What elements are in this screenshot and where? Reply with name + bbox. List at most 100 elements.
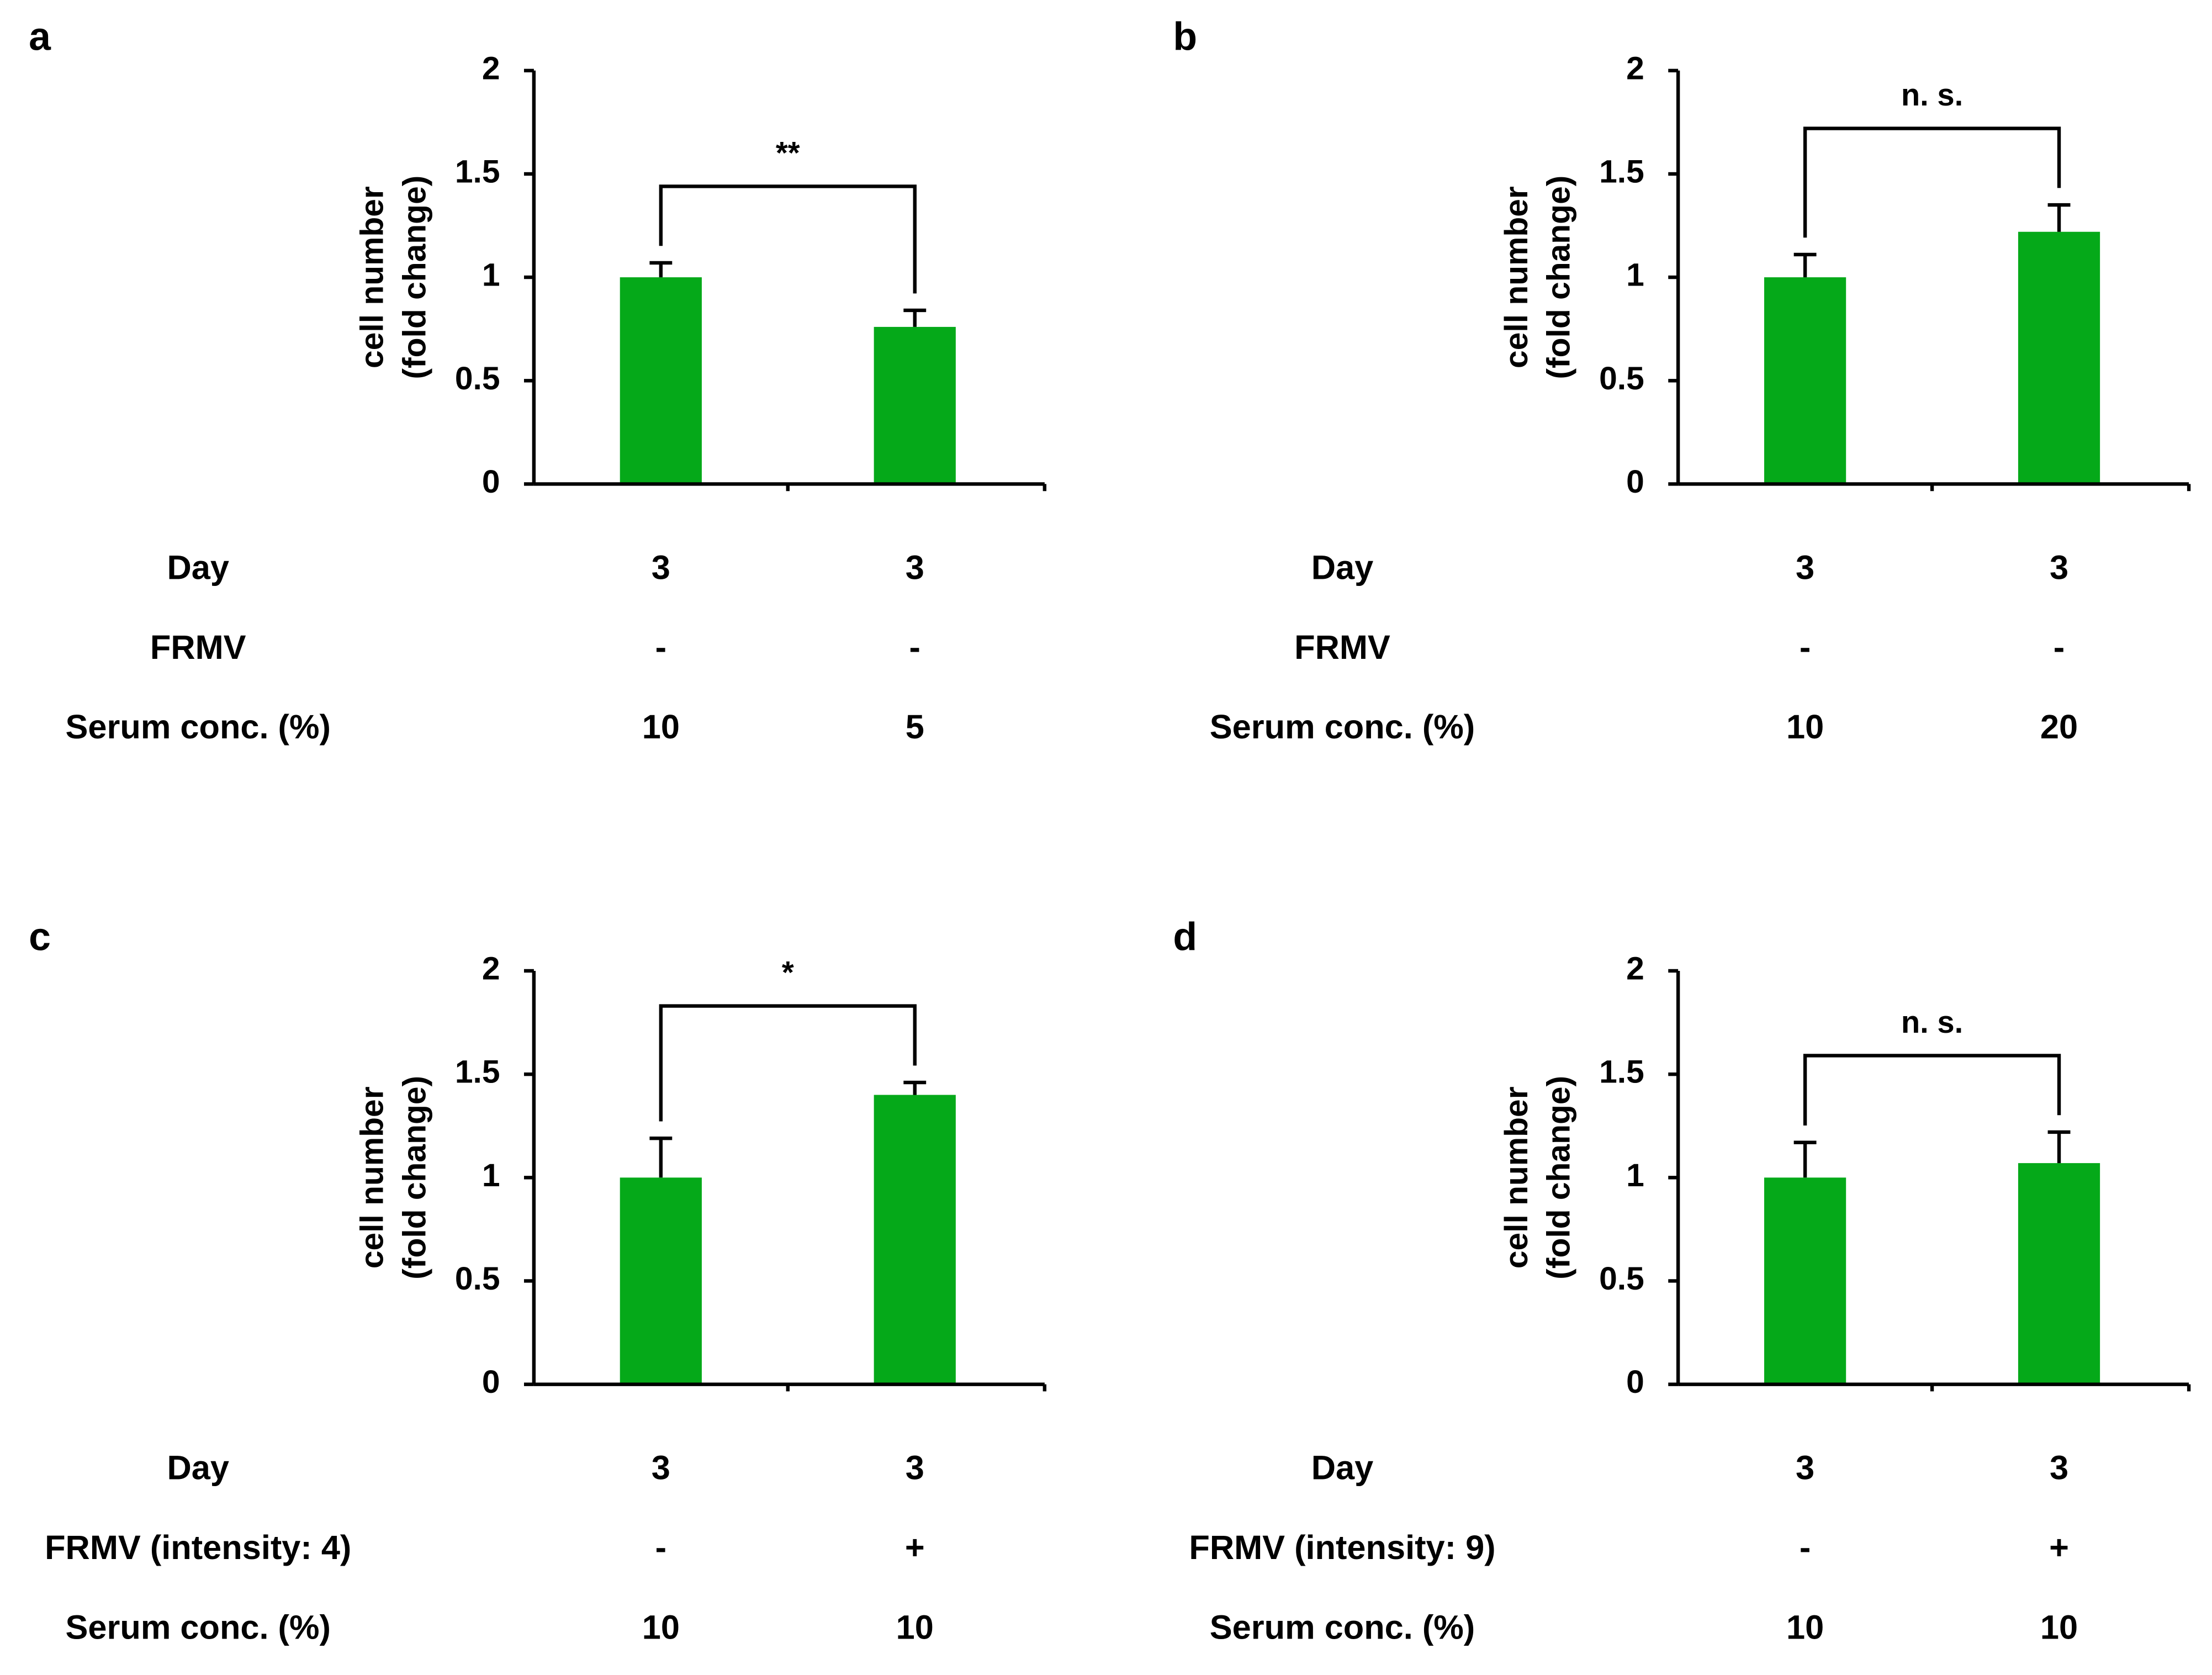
y-axis-label: cell number xyxy=(1499,186,1534,368)
significance-bracket xyxy=(1803,1054,2061,1126)
y-tick-label: 0 xyxy=(1626,464,1644,500)
error-bar xyxy=(903,1080,927,1095)
row-value: 10 xyxy=(642,1608,680,1646)
row-label: Day xyxy=(167,1449,229,1487)
row-value: 10 xyxy=(642,707,680,746)
y-tick-label: 2 xyxy=(1626,50,1644,86)
y-tick-label: 2 xyxy=(482,50,500,86)
significance-label: * xyxy=(782,955,794,990)
row-value: 5 xyxy=(906,707,924,746)
y-axis-label: (fold change) xyxy=(1541,176,1577,379)
error-bar xyxy=(903,308,927,327)
x-axis xyxy=(533,1382,1047,1392)
panel-label: b xyxy=(1173,14,1197,59)
row-value: - xyxy=(1800,1528,1811,1566)
row-value: + xyxy=(905,1528,925,1566)
y-tick-label: 0 xyxy=(482,1364,500,1400)
row-label: Serum conc. (%) xyxy=(66,1608,331,1646)
y-tick-label: 1 xyxy=(1626,257,1644,293)
row-value: - xyxy=(1800,628,1811,666)
row-value: 10 xyxy=(1786,1608,1824,1646)
row-label: Serum conc. (%) xyxy=(1210,707,1475,746)
significance-label: n. s. xyxy=(1901,77,1963,112)
y-tick-label: 0.5 xyxy=(455,1261,500,1297)
row-value: - xyxy=(655,1528,666,1566)
row-value: 20 xyxy=(2040,707,2078,746)
error-bar xyxy=(2047,1130,2071,1164)
bar xyxy=(1764,277,1846,484)
row-label: Day xyxy=(1311,548,1373,586)
error-bar xyxy=(1793,1140,1817,1178)
row-value: 3 xyxy=(906,1449,924,1487)
significance-label: ** xyxy=(776,135,800,170)
bar xyxy=(620,1177,702,1385)
row-value: 3 xyxy=(1796,548,1814,586)
error-bar xyxy=(1793,252,1817,278)
row-value: + xyxy=(2049,1528,2069,1566)
y-tick-label: 1.5 xyxy=(1599,1054,1644,1090)
y-tick-label: 2 xyxy=(482,950,500,986)
bar xyxy=(874,1095,956,1385)
y-axis-label: cell number xyxy=(354,186,390,368)
row-value: - xyxy=(655,628,666,666)
error-bar xyxy=(2047,203,2071,232)
row-label: FRMV xyxy=(150,628,246,666)
error-bar xyxy=(649,1136,673,1178)
y-tick-label: 1 xyxy=(1626,1158,1644,1193)
bar xyxy=(1764,1177,1846,1385)
y-tick-label: 1.5 xyxy=(455,154,500,189)
y-tick-label: 1 xyxy=(482,1158,500,1193)
row-label: FRMV (intensity: 4) xyxy=(45,1528,351,1566)
y-tick-label: 1 xyxy=(482,257,500,293)
panel: a cell number (fold change) 0 0.5 1 1.5 2 ** Day 3… xyxy=(29,14,1047,746)
y-axis-label: (fold change) xyxy=(1541,1076,1577,1280)
significance-bracket xyxy=(659,184,917,294)
row-value: 10 xyxy=(896,1608,934,1646)
row-value: - xyxy=(2054,628,2065,666)
bar xyxy=(620,277,702,484)
row-label: Day xyxy=(1311,1449,1373,1487)
bar xyxy=(2018,231,2100,484)
y-tick-label: 2 xyxy=(1626,950,1644,986)
y-tick-label: 0.5 xyxy=(1599,361,1644,397)
y-axis-label: cell number xyxy=(354,1086,390,1269)
significance-label: n. s. xyxy=(1901,1005,1963,1039)
row-value: 3 xyxy=(2050,1449,2068,1487)
y-tick-label: 0 xyxy=(1626,1364,1644,1400)
row-label: FRMV xyxy=(1294,628,1390,666)
bar xyxy=(2018,1163,2100,1385)
panel-label: d xyxy=(1173,915,1197,959)
significance-bracket xyxy=(1803,126,2061,238)
bar xyxy=(874,326,956,484)
y-tick-label: 0.5 xyxy=(1599,1261,1644,1297)
row-label: Serum conc. (%) xyxy=(1210,1608,1475,1646)
x-axis xyxy=(533,482,1047,492)
row-value: 3 xyxy=(652,1449,670,1487)
row-value: 3 xyxy=(906,548,924,586)
y-tick-label: 1.5 xyxy=(455,1054,500,1090)
row-value: 10 xyxy=(2040,1608,2078,1646)
panel: d cell number (fold change) 0 0.5 1 1.5 2 n. s. D… xyxy=(1173,915,2191,1646)
panel: c cell number (fold change) 0 0.5 1 1.5 2 * Day 3 3… xyxy=(29,915,1047,1646)
row-value: - xyxy=(909,628,920,666)
y-axis-label: cell number xyxy=(1499,1086,1534,1269)
y-tick-label: 0.5 xyxy=(455,361,500,397)
row-value: 3 xyxy=(2050,548,2068,586)
y-tick-label: 1.5 xyxy=(1599,154,1644,189)
x-axis xyxy=(1678,482,2191,492)
y-axis-label: (fold change) xyxy=(396,1076,432,1280)
row-label: FRMV (intensity: 9) xyxy=(1189,1528,1495,1566)
row-label: Day xyxy=(167,548,229,586)
panel-label: c xyxy=(29,915,51,959)
x-axis xyxy=(1678,1382,2191,1392)
panel: b cell number (fold change) 0 0.5 1 1.5 2 n. s. D… xyxy=(1173,14,2191,746)
row-label: Serum conc. (%) xyxy=(66,707,331,746)
row-value: 3 xyxy=(652,548,670,586)
error-bar xyxy=(649,261,673,278)
row-value: 10 xyxy=(1786,707,1824,746)
y-tick-label: 0 xyxy=(482,464,500,500)
row-value: 3 xyxy=(1796,1449,1814,1487)
panel-label: a xyxy=(29,14,51,59)
